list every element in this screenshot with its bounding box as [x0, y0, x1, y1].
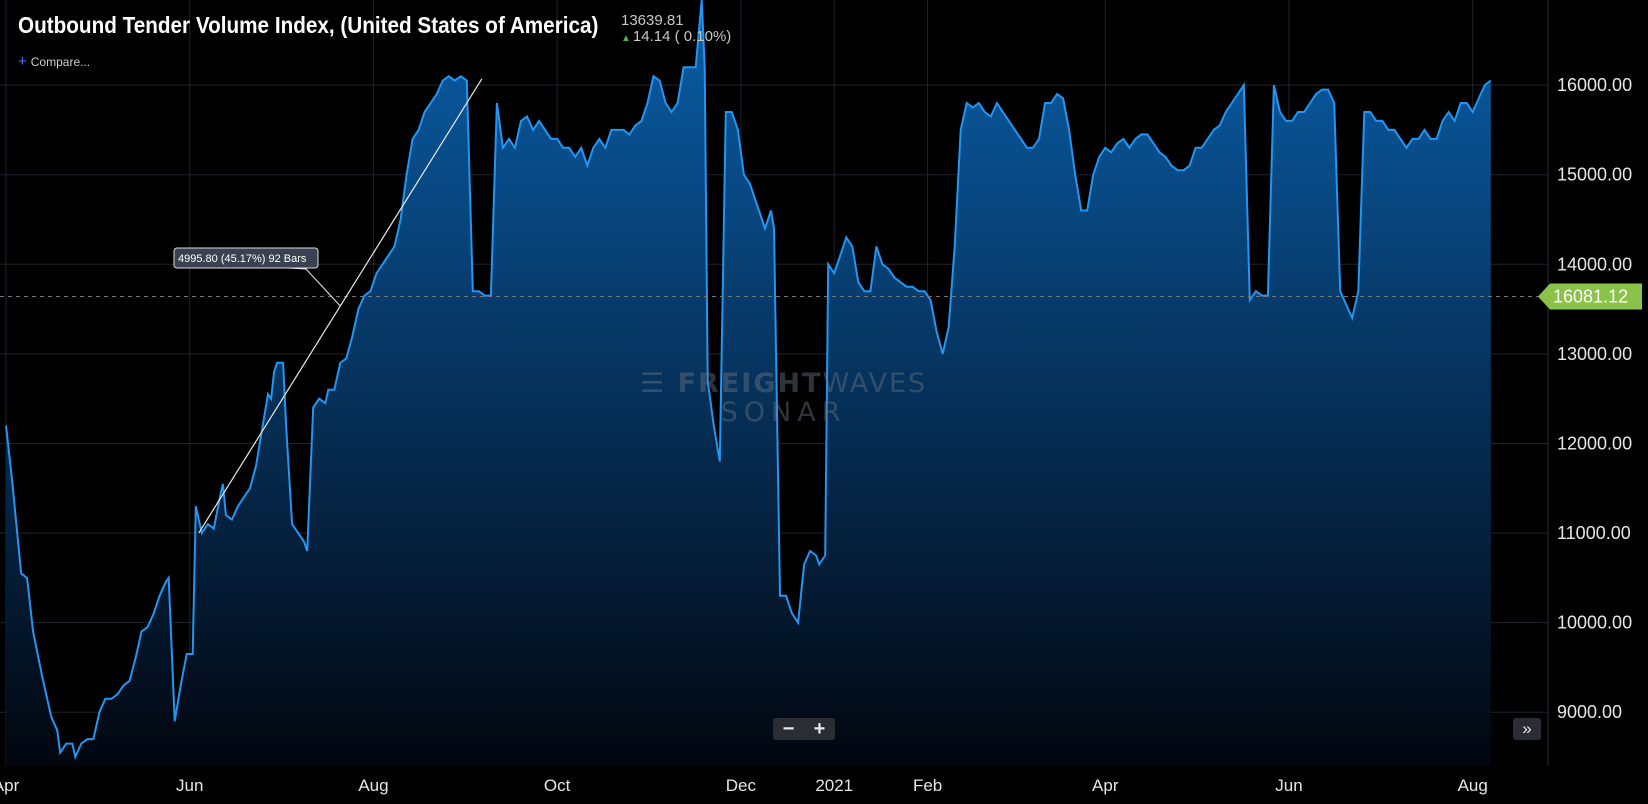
measure-label-box — [173, 247, 319, 269]
x-tick-label: Aug — [1458, 776, 1488, 795]
chart-title: Outbound Tender Volume Index, (United St… — [18, 12, 599, 38]
y-tick-label: 16000.00 — [1557, 75, 1632, 95]
measure-annotation[interactable]: 4995.80 (45.17%) 92 Bars — [173, 78, 483, 534]
last-value-tag: 16081.12 — [1538, 283, 1642, 310]
x-axis: Apr Jun Aug Oct Dec 2021 Feb Apr Jun Aug — [0, 776, 1488, 795]
y-tick-label: 11000.00 — [1557, 523, 1631, 543]
x-tick-label: Oct — [544, 776, 571, 795]
watermark-bars-icon: ☰ — [640, 368, 678, 399]
y-tick-label: 14000.00 — [1557, 254, 1632, 274]
watermark-word-1: FREIGHT — [677, 368, 823, 399]
compare-button[interactable]: + Compare... — [18, 53, 90, 70]
y-tick-label: 10000.00 — [1557, 613, 1632, 633]
x-tick-label: Dec — [726, 776, 757, 795]
measure-label-pointer — [287, 267, 341, 307]
x-tick-label: Aug — [358, 776, 388, 795]
plus-icon: + — [18, 53, 27, 70]
y-tick-label: 9000.00 — [1557, 702, 1622, 722]
watermark-logo: ☰ FREIGHTWAVES SONAR — [640, 368, 927, 428]
scroll-right-button[interactable]: » — [1513, 718, 1541, 740]
compare-label: Compare... — [30, 55, 91, 69]
y-axis: 9000.00 10000.00 11000.00 12000.00 13000.00 1… — [1557, 75, 1632, 722]
x-tick-label: Jun — [176, 776, 203, 795]
watermark-word-2: WAVES — [822, 368, 928, 399]
y-tick-label: 13000.00 — [1557, 344, 1632, 364]
x-tick-label: Apr — [0, 776, 20, 795]
x-tick-label: 2021 — [815, 776, 853, 795]
current-price: 13639.81 — [621, 12, 684, 29]
zoom-out-button[interactable]: − — [782, 718, 795, 740]
last-value-tag-shape — [1538, 283, 1642, 310]
zoom-in-button[interactable]: + — [813, 718, 826, 740]
zoom-controls: − + — [773, 718, 835, 740]
up-arrow-icon: ▲ — [621, 33, 631, 44]
series-line[interactable] — [5, 0, 1492, 761]
x-tick-label: Apr — [1092, 776, 1119, 795]
watermark-word-3: SONAR — [720, 397, 847, 428]
y-tick-label: 12000.00 — [1557, 433, 1632, 453]
x-tick-label: Jun — [1275, 776, 1302, 795]
price-change-value: 14.14 ( 0.10%) — [632, 28, 732, 45]
series-area-fill — [6, 0, 1491, 766]
x-tick-label: Feb — [913, 776, 942, 795]
last-value-label: 16081.12 — [1553, 287, 1628, 307]
measure-label: 4995.80 (45.17%) 92 Bars — [178, 253, 307, 265]
price-change: ▲ 14.14 ( 0.10%) — [621, 28, 731, 45]
y-tick-label: 15000.00 — [1557, 165, 1632, 185]
